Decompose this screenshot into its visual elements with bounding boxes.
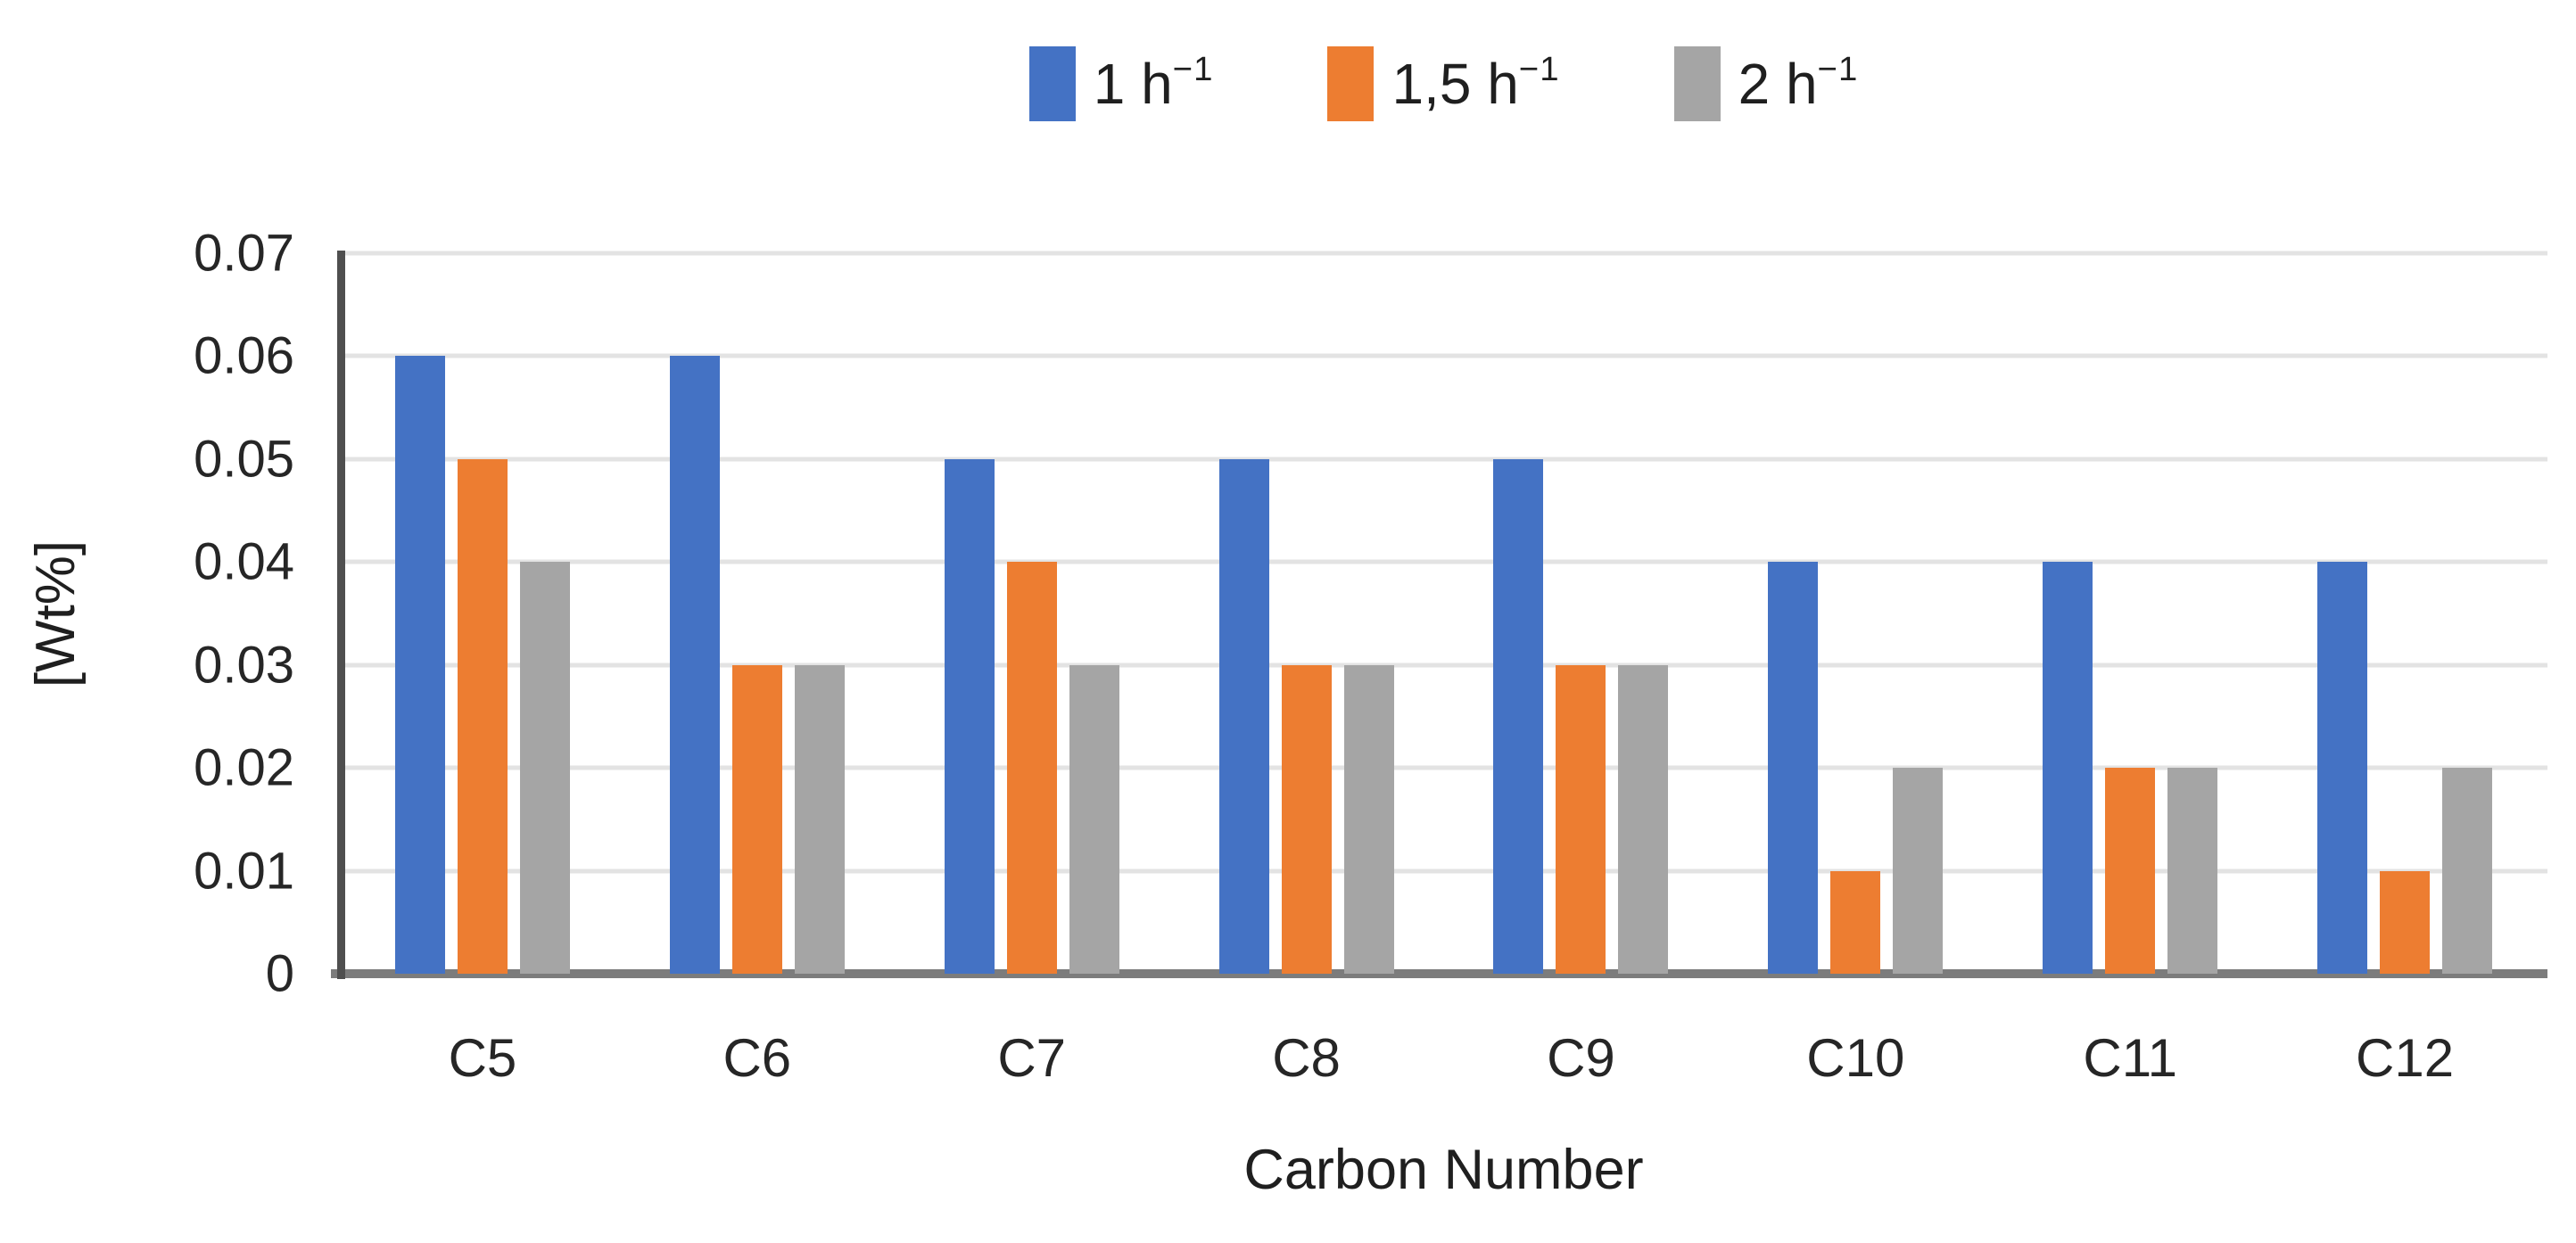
gridline — [343, 868, 2547, 874]
bar-1-5-h-c10 — [1830, 870, 1881, 974]
bar-1-5-h-c12 — [2380, 870, 2431, 974]
legend-item-1-h: 1 h−1 — [1028, 46, 1214, 121]
gridline — [343, 457, 2547, 462]
legend-label: 2 h−1 — [1738, 49, 1859, 116]
bar-1-h-c6 — [669, 356, 720, 974]
x-tick-label-c9: C9 — [1547, 1028, 1615, 1088]
legend-label: 1,5 h−1 — [1391, 49, 1560, 116]
x-axis-title-text: Carbon Number — [1243, 1139, 1644, 1201]
legend-label-exponent: −1 — [1172, 49, 1214, 88]
x-axis-line — [331, 969, 2547, 978]
bar-2-h-c6 — [794, 664, 845, 974]
bar-group-c10 — [1718, 253, 1993, 974]
bar-group-c6 — [620, 253, 895, 974]
gridline — [343, 663, 2547, 668]
bars — [345, 253, 2542, 974]
bar-1-5-h-c11 — [2105, 768, 2156, 974]
bar-1-h-c9 — [1493, 458, 1544, 974]
x-tick-label-c8: C8 — [1272, 1028, 1341, 1088]
y-tick-label: 0.04 — [194, 532, 294, 591]
y-tick-label: 0.03 — [194, 636, 294, 695]
bar-2-h-c10 — [1893, 768, 1944, 974]
x-tick-label-c6: C6 — [722, 1028, 792, 1088]
y-tick-label: 0.02 — [194, 738, 294, 797]
bar-1-5-h-c5 — [457, 458, 508, 974]
y-tick-labels: 0.07 0.06 0.05 0.04 0.03 0.02 0.01 0 — [0, 225, 294, 1003]
y-tick-label: 0 — [265, 944, 294, 1003]
gridline — [343, 251, 2547, 256]
bar-1-h-c5 — [394, 356, 445, 974]
bar-group-c11 — [1993, 253, 2267, 974]
x-tick-label-c7: C7 — [997, 1028, 1067, 1088]
bar-group-c12 — [2267, 253, 2542, 974]
legend-swatch-icon — [1327, 46, 1375, 121]
bar-2-h-c8 — [1343, 664, 1394, 974]
x-tick-label-c11: C11 — [2083, 1028, 2177, 1088]
y-tick-label: 0.05 — [194, 430, 294, 489]
legend: 1 h−1 1,5 h−1 2 h−1 — [345, 37, 2542, 130]
bar-1-h-c11 — [2043, 562, 2093, 974]
bar-group-c8 — [1169, 253, 1444, 974]
bar-1-h-c12 — [2317, 562, 2368, 974]
y-tick-label: 0.06 — [194, 326, 294, 385]
gridline — [343, 559, 2547, 564]
bar-1-5-h-c8 — [1281, 664, 1332, 974]
bar-1-h-c10 — [1768, 562, 1819, 974]
x-tick-labels: C5 C6 C7 C8 C9 C10 C11 C12 — [345, 1027, 2542, 1089]
bar-1-h-c7 — [944, 458, 995, 974]
bar-2-h-c12 — [2442, 768, 2493, 974]
legend-swatch-icon — [1028, 46, 1076, 121]
bar-1-5-h-c7 — [1006, 562, 1057, 974]
bar-group-c5 — [345, 253, 620, 974]
plot-area — [331, 251, 2547, 979]
legend-item-1-5-h: 1,5 h−1 — [1327, 46, 1559, 121]
y-tick-label: 0.01 — [194, 842, 294, 901]
legend-item-2-h: 2 h−1 — [1673, 46, 1859, 121]
bar-2-h-c11 — [2167, 768, 2218, 974]
bar-group-c9 — [1444, 253, 1719, 974]
legend-swatch-icon — [1673, 46, 1721, 121]
legend-label: 1 h−1 — [1093, 49, 1214, 116]
y-axis-line — [337, 251, 345, 979]
legend-label-exponent: −1 — [1817, 49, 1859, 88]
gridline — [343, 353, 2547, 358]
bar-1-5-h-c9 — [1556, 664, 1606, 974]
x-tick-label-c12: C12 — [2356, 1028, 2455, 1088]
legend-label-exponent: −1 — [1518, 49, 1560, 88]
gridline — [343, 765, 2547, 770]
y-tick-label: 0.07 — [194, 224, 294, 283]
bar-2-h-c9 — [1618, 664, 1669, 974]
bar-2-h-c5 — [519, 562, 570, 974]
bar-1-5-h-c6 — [731, 664, 782, 974]
bar-group-c7 — [895, 253, 1169, 974]
x-tick-label-c5: C5 — [448, 1028, 517, 1088]
bar-2-h-c7 — [1069, 664, 1119, 974]
bar-1-h-c8 — [1218, 458, 1269, 974]
x-axis-title: Carbon Number — [345, 1138, 2542, 1202]
x-tick-label-c10: C10 — [1806, 1028, 1905, 1088]
